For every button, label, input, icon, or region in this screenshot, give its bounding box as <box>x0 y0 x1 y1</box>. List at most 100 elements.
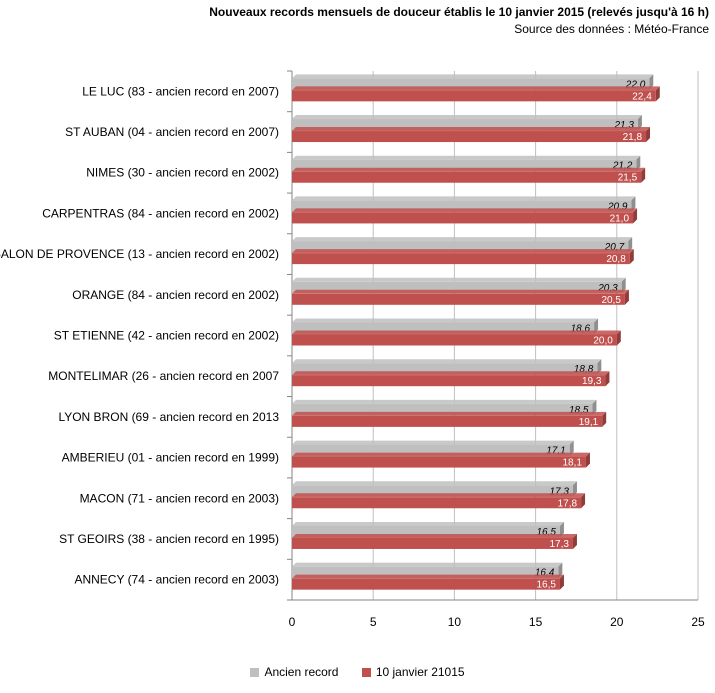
bar-ancien-record <box>292 566 559 578</box>
bar-top-face <box>292 86 660 91</box>
bar-10-janvier <box>292 456 586 468</box>
category-label: LYON BRON (69 - ancien record en 2013 <box>58 410 279 424</box>
bar-top-face <box>292 521 564 526</box>
data-label: 16,5 <box>536 527 556 538</box>
bar-top-face <box>292 371 610 376</box>
category-label: ST GEOIRS (38 - ancien record en 1995) <box>59 532 279 546</box>
bar-side-face <box>628 237 633 253</box>
category-label: MACON (71 - ancien record en 2003) <box>80 491 279 505</box>
legend: Ancien record 10 janvier 21015 <box>0 665 715 680</box>
data-label: 21,5 <box>618 173 638 184</box>
bar-10-janvier <box>292 497 582 509</box>
chart-title: Nouveaux records mensuels de douceur éta… <box>209 5 709 19</box>
bar-ancien-record <box>292 322 595 334</box>
bar-top-face <box>292 249 634 254</box>
bar-top-face <box>292 208 638 213</box>
bar-side-face <box>621 277 626 293</box>
data-label: 16,4 <box>535 568 555 579</box>
data-label: 18,8 <box>574 364 594 375</box>
bar-top-face <box>292 399 597 404</box>
legend-item-10-janvier: 10 janvier 21015 <box>361 665 465 679</box>
legend-label-ancien-record: Ancien record <box>264 665 339 679</box>
data-label: 17,1 <box>546 446 565 457</box>
bar-ancien-record <box>292 200 632 212</box>
bar-side-face <box>602 411 607 427</box>
bar-ancien-record <box>292 525 560 537</box>
data-label: 21,2 <box>612 161 633 172</box>
chart-subtitle: Source des données : Météo-France <box>514 22 709 36</box>
bar-10-janvier <box>292 90 656 102</box>
bar-top-face <box>292 115 642 120</box>
bar-side-face <box>649 74 654 90</box>
bar-ancien-record <box>292 241 629 253</box>
bar-side-face <box>646 127 651 143</box>
bar-ancien-record <box>292 363 598 375</box>
data-label: 21,3 <box>613 120 634 131</box>
bar-side-face <box>572 533 577 549</box>
bar-top-face <box>292 289 629 294</box>
bar-top-face <box>292 574 564 579</box>
bar-ancien-record <box>292 159 637 171</box>
data-label: 20,3 <box>597 283 618 294</box>
data-label: 22,0 <box>625 79 646 90</box>
bar-top-face <box>292 155 641 160</box>
x-tick-label: 15 <box>529 615 543 629</box>
category-label: LE LUC (83 - ancien record en 2007) <box>82 84 279 98</box>
x-tick-label: 25 <box>691 615 705 629</box>
data-label: 16,5 <box>536 580 556 591</box>
bar-top-face <box>292 196 636 201</box>
data-label: 17,3 <box>549 539 569 550</box>
bar-top-face <box>292 127 651 132</box>
data-label: 19,3 <box>582 376 602 387</box>
data-label: 20,7 <box>604 242 625 253</box>
bar-10-janvier <box>292 131 647 143</box>
data-label: 20,9 <box>607 201 628 212</box>
bar-side-face <box>624 289 629 305</box>
bar-10-janvier <box>292 212 634 224</box>
data-label: 20,8 <box>606 254 626 265</box>
bar-top-face <box>292 237 633 242</box>
bar-top-face <box>292 359 602 364</box>
bar-side-face <box>572 481 577 497</box>
category-label: ST ETIENNE (42 - ancien record en 2002) <box>54 329 279 343</box>
category-label: AMBERIEU (01 - ancien record en 1999) <box>62 451 279 465</box>
bar-top-face <box>292 318 599 323</box>
x-tick-label: 20 <box>610 615 624 629</box>
bar-ancien-record <box>292 281 622 293</box>
x-tick-label: 0 <box>289 615 296 629</box>
bar-side-face <box>581 493 586 509</box>
bar-side-face <box>616 330 621 346</box>
bar-10-janvier <box>292 253 630 265</box>
legend-label-10-janvier: 10 janvier 21015 <box>375 665 465 679</box>
data-label: 21,8 <box>623 132 643 143</box>
bar-ancien-record <box>292 78 650 90</box>
bar-side-face <box>559 521 564 537</box>
category-label: NIMES (30 - ancien record en 2002) <box>86 166 279 180</box>
x-tick-label: 5 <box>370 615 377 629</box>
bar-ancien-record <box>292 403 593 415</box>
bar-side-face <box>636 155 641 171</box>
bar-ancien-record <box>292 444 570 456</box>
bar-side-face <box>597 359 602 375</box>
category-label: ANNECY (74 - ancien record en 2003) <box>74 573 279 587</box>
bar-10-janvier <box>292 334 617 346</box>
bar-side-face <box>559 574 564 590</box>
bar-side-face <box>633 208 638 224</box>
bar-top-face <box>292 277 626 282</box>
category-label: ORANGE (84 - ancien record en 2002) <box>72 288 279 302</box>
data-label: 22,4 <box>632 91 652 102</box>
category-label: SALON DE PROVENCE (13 - ancien record en… <box>0 247 279 261</box>
bar-side-face <box>605 371 610 387</box>
bar-top-face <box>292 533 577 538</box>
legend-item-ancien-record: Ancien record <box>250 665 338 679</box>
bar-top-face <box>292 167 646 172</box>
data-label: 20,0 <box>593 336 613 347</box>
data-label: 18,6 <box>571 324 591 335</box>
bar-ancien-record <box>292 119 638 131</box>
bar-top-face <box>292 493 586 498</box>
bar-10-janvier <box>292 171 642 183</box>
category-label: MONTELIMAR (26 - ancien record en 2007 <box>48 369 279 383</box>
bar-top-face <box>292 411 607 416</box>
bar-10-janvier <box>292 375 606 387</box>
data-label: 21,0 <box>610 213 630 224</box>
